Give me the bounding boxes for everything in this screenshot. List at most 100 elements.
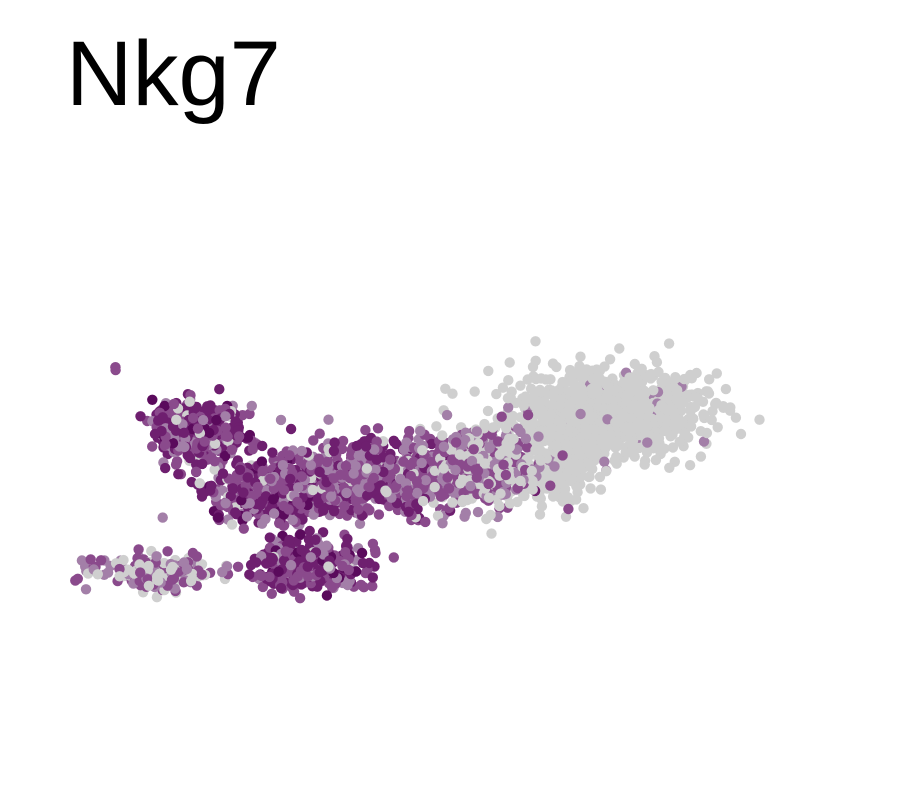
scatter-point [695,451,707,462]
scatter-point [76,555,88,566]
scatter-point [636,363,647,374]
scatter-point [411,487,423,499]
scatter-point [257,581,269,593]
scatter-point [135,411,146,422]
scatter-point [257,440,268,452]
scatter-point [339,500,350,512]
scatter-point [438,441,450,452]
scatter-point [179,441,190,453]
scatter-point [482,405,494,417]
scatter-point [232,561,244,572]
scatter-point [134,559,145,570]
scatter-point [485,509,496,521]
scatter-point [623,426,634,437]
scatter-point [233,431,245,442]
scatter-point [278,500,289,512]
scatter-point [602,414,613,425]
scatter-point [178,427,190,438]
scatter-point [515,380,526,391]
scatter-point [288,575,299,586]
scatter-point [92,569,104,580]
scatter-point [398,444,410,455]
scatter-point [642,437,653,448]
scatter-point [194,478,205,489]
scatter-point [213,512,224,523]
scatter-point [220,422,231,433]
scatter-point [209,464,220,475]
scatter-point [361,463,373,474]
scatter-point [217,468,229,479]
scatter-point [371,454,382,465]
scatter-point [304,525,315,537]
scatter-point [561,439,572,450]
scatter-point [557,376,568,388]
scatter-point [368,472,379,484]
scatter-point [535,455,546,466]
scatter-point [560,511,572,522]
scatter-point [170,459,182,470]
scatter-point [353,504,364,515]
scatter-point [364,481,375,493]
scatter-point [665,431,676,442]
scatter-point [151,551,162,562]
scatter-point [691,367,702,379]
scatter-point [565,464,576,475]
scatter-point [441,409,453,421]
scatter-point [457,496,468,508]
scatter-point [147,441,158,452]
scatter-point [190,466,202,477]
scatter-point [663,393,675,405]
scatter-point [362,490,373,501]
scatter-point [426,456,437,468]
scatter-point [469,386,480,397]
scatter-point [133,544,144,555]
scatter-point [296,471,308,482]
scatter-point [367,581,378,592]
scatter-point [504,498,516,509]
scatter-point [242,472,253,483]
scatter-point [679,373,690,385]
scatter-point [354,518,366,529]
scatter-point [626,403,637,415]
scatter-point [603,393,614,405]
scatter-point [454,449,465,460]
scatter-point [567,395,578,407]
scatter-point [431,421,442,432]
scatter-point [197,458,208,470]
scatter-point [340,460,352,472]
scatter-point [167,561,178,573]
scatter-point [447,455,458,466]
scatter-point [328,506,340,517]
scatter-point [496,411,507,422]
scatter-point [373,509,385,520]
scatter-point [492,436,504,447]
scatter-point [328,473,340,484]
scatter-point [501,423,512,434]
scatter-point [587,411,598,423]
scatter-point [712,422,723,433]
scatter-point [520,391,531,402]
scatter-point [385,454,396,465]
scatter-point [447,388,458,399]
scatter-point [369,544,381,556]
scatter-point [369,444,380,455]
scatter-point [157,512,168,523]
scatter-point [669,421,681,432]
scatter-point [536,386,547,398]
scatter-point [70,575,81,586]
scatter-point [525,383,537,394]
scatter-point [220,411,231,422]
scatter-point [171,414,182,425]
scatter-point [360,424,371,436]
scatter-point [374,493,385,505]
scatter-point [420,516,431,528]
scatter-point [312,493,324,504]
scatter-point [540,374,551,385]
scatter-point [650,454,662,466]
scatter-point [594,374,606,385]
scatter-point [110,362,121,373]
scatter-point [618,377,630,388]
scatter-point [718,401,729,412]
scatter-point [246,400,257,412]
scatter-point [442,472,453,483]
